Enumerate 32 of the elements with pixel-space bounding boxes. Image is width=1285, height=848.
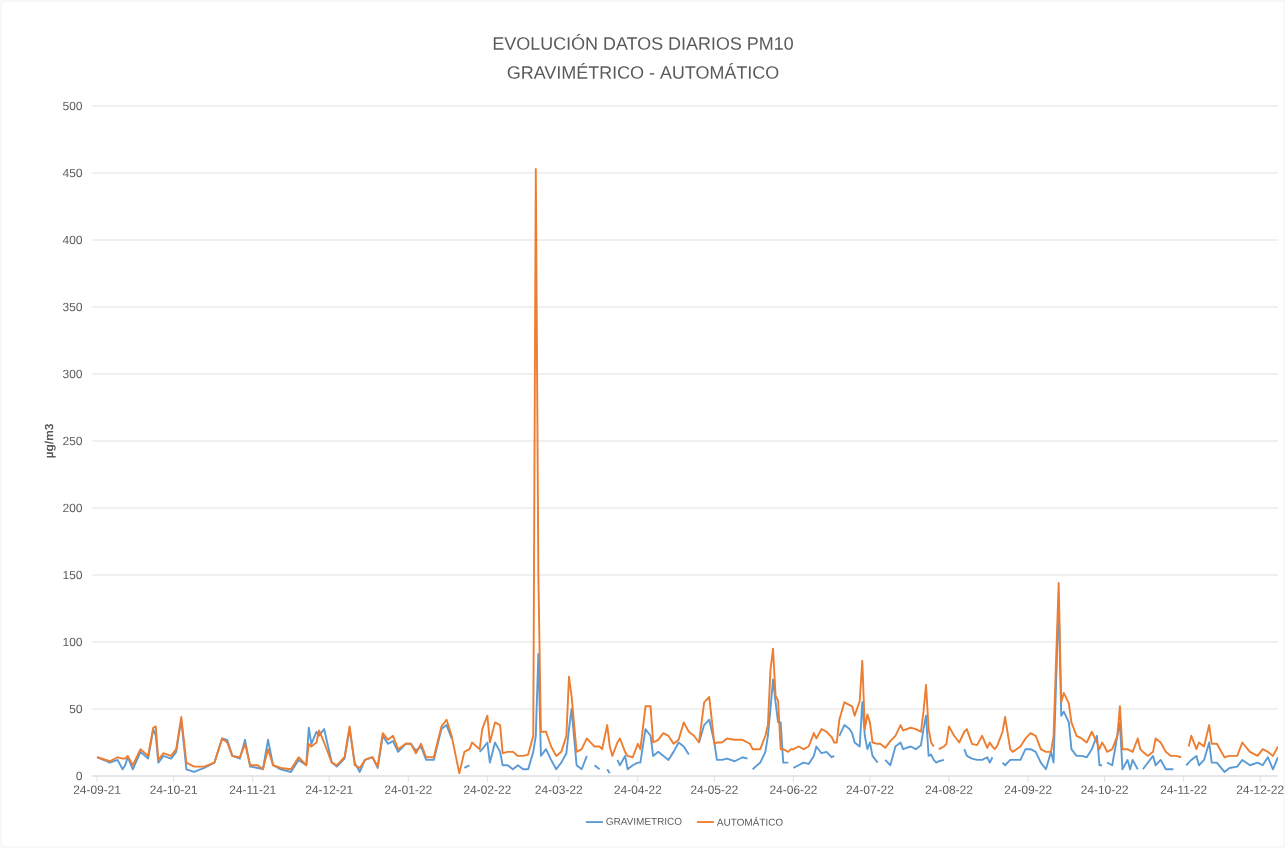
legend-label: AUTOMÁTICO <box>716 817 783 826</box>
x-tick-label: 24-03-22 <box>535 785 583 794</box>
y-tick-label: 300 <box>63 369 83 379</box>
legend-label: GRAVIMETRICO <box>606 817 682 825</box>
y-tick-label: 0 <box>76 771 83 781</box>
x-tick-label: 24-02-22 <box>464 785 511 794</box>
x-tick-label: 24-12-21 <box>305 785 353 794</box>
y-axis-title: µg/m3 <box>44 424 56 458</box>
y-tick-label: 150 <box>63 570 83 580</box>
x-tick-label: 24-10-21 <box>150 785 197 794</box>
y-tick-label: 350 <box>63 302 83 312</box>
chart-title: EVOLUCIÓN DATOS DIARIOS PM10 <box>493 34 793 50</box>
y-tick-label: 500 <box>63 101 83 111</box>
y-tick-label: 100 <box>63 637 83 647</box>
y-tick-label: 200 <box>63 503 83 513</box>
x-tick-label: 24-09-21 <box>73 785 121 794</box>
y-tick-label: 450 <box>62 168 83 178</box>
x-tick-label: 24-11-22 <box>1160 785 1207 794</box>
x-tick-label: 24-07-22 <box>846 785 894 794</box>
x-tick-label: 24-05-22 <box>691 785 738 794</box>
x-tick-label: 24-08-22 <box>925 785 973 794</box>
x-tick-label: 24-04-22 <box>614 785 662 794</box>
x-tick-label: 24-06-22 <box>770 785 817 794</box>
x-tick-label: 24-11-21 <box>229 785 276 794</box>
x-tick-label: 24-10-22 <box>1081 785 1128 794</box>
y-tick-label: 400 <box>62 235 83 245</box>
x-tick-label: 24-09-22 <box>1004 785 1052 794</box>
x-tick-label: 24-01-22 <box>384 785 432 794</box>
y-tick-label: 50 <box>69 704 83 714</box>
chart-subtitle: GRAVIMÉTRICO - AUTOMÁTICO <box>507 63 779 79</box>
x-tick-label: 24-12-22 <box>1236 785 1284 794</box>
y-tick-label: 250 <box>63 436 83 446</box>
